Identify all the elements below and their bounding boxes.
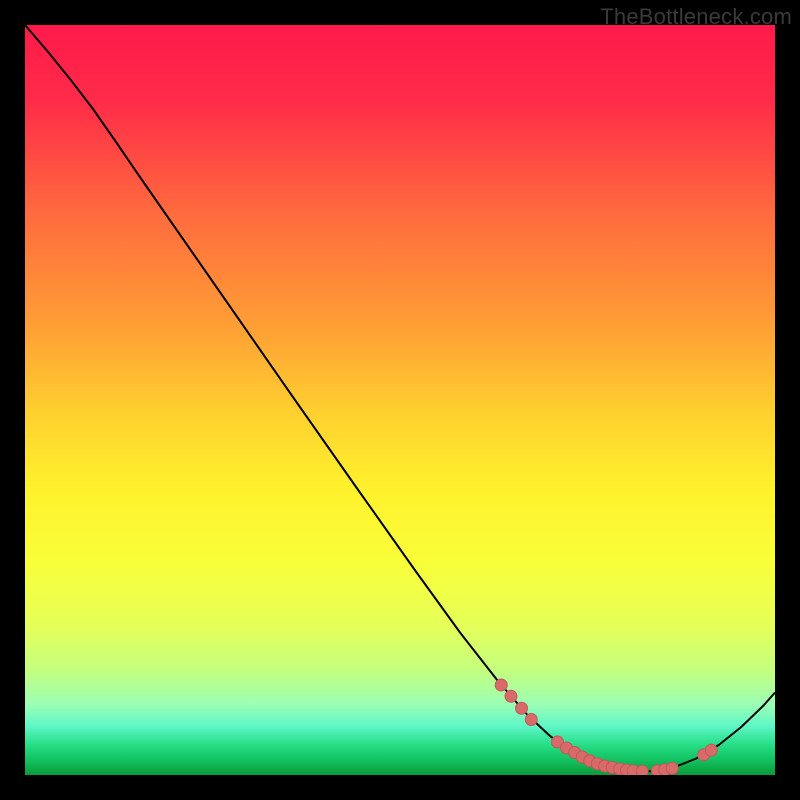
chart-marker	[505, 690, 517, 702]
chart-marker	[705, 744, 717, 756]
chart-marker	[525, 714, 537, 726]
chart-marker	[516, 702, 528, 714]
chart-marker	[666, 762, 678, 774]
chart-background	[25, 25, 775, 775]
chart-marker	[636, 765, 648, 775]
watermark-text: TheBottleneck.com	[600, 4, 792, 30]
bottleneck-chart	[25, 25, 775, 775]
chart-marker	[495, 679, 507, 691]
chart-svg	[25, 25, 775, 775]
